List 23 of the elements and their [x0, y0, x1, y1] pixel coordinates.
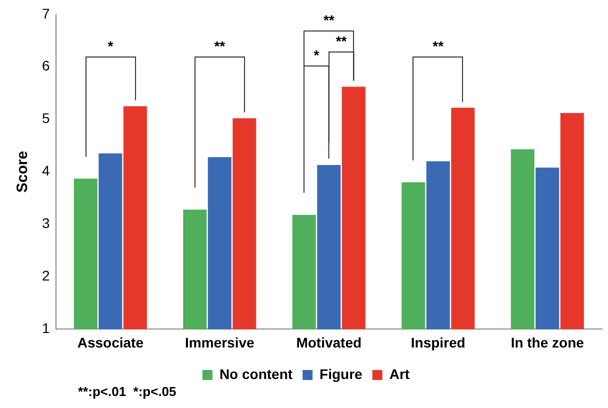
- y-tick-label: 1: [42, 320, 50, 336]
- x-tick-label: Associate: [77, 334, 144, 350]
- annotation: *: [108, 38, 114, 54]
- x-tick-label: Inspired: [410, 334, 466, 350]
- text: **:p<.01 *:p<.05: [78, 384, 176, 399]
- annotation: **: [323, 12, 335, 28]
- annotation: *: [314, 47, 320, 64]
- annotation: **: [432, 38, 444, 54]
- x-tick-label: Immersive: [185, 334, 254, 350]
- annotation: **: [214, 38, 226, 54]
- x-tick-label: Motivated: [296, 334, 362, 350]
- y-tick-label: 3: [42, 215, 50, 232]
- y-tick-label: 4: [42, 162, 50, 179]
- y-tick-label: 5: [42, 110, 50, 126]
- y-tick-label: 6: [42, 58, 50, 74]
- y-axis-title: Score: [14, 150, 32, 193]
- legend-label: No content: [219, 366, 293, 382]
- x-tick-label: In the zone: [510, 334, 584, 350]
- legend-label: Art: [389, 366, 410, 382]
- legend-label: Figure: [320, 366, 363, 382]
- y-tick-label: 7: [42, 5, 50, 22]
- y-tick-label: 2: [42, 268, 50, 284]
- annotation: **: [336, 33, 348, 50]
